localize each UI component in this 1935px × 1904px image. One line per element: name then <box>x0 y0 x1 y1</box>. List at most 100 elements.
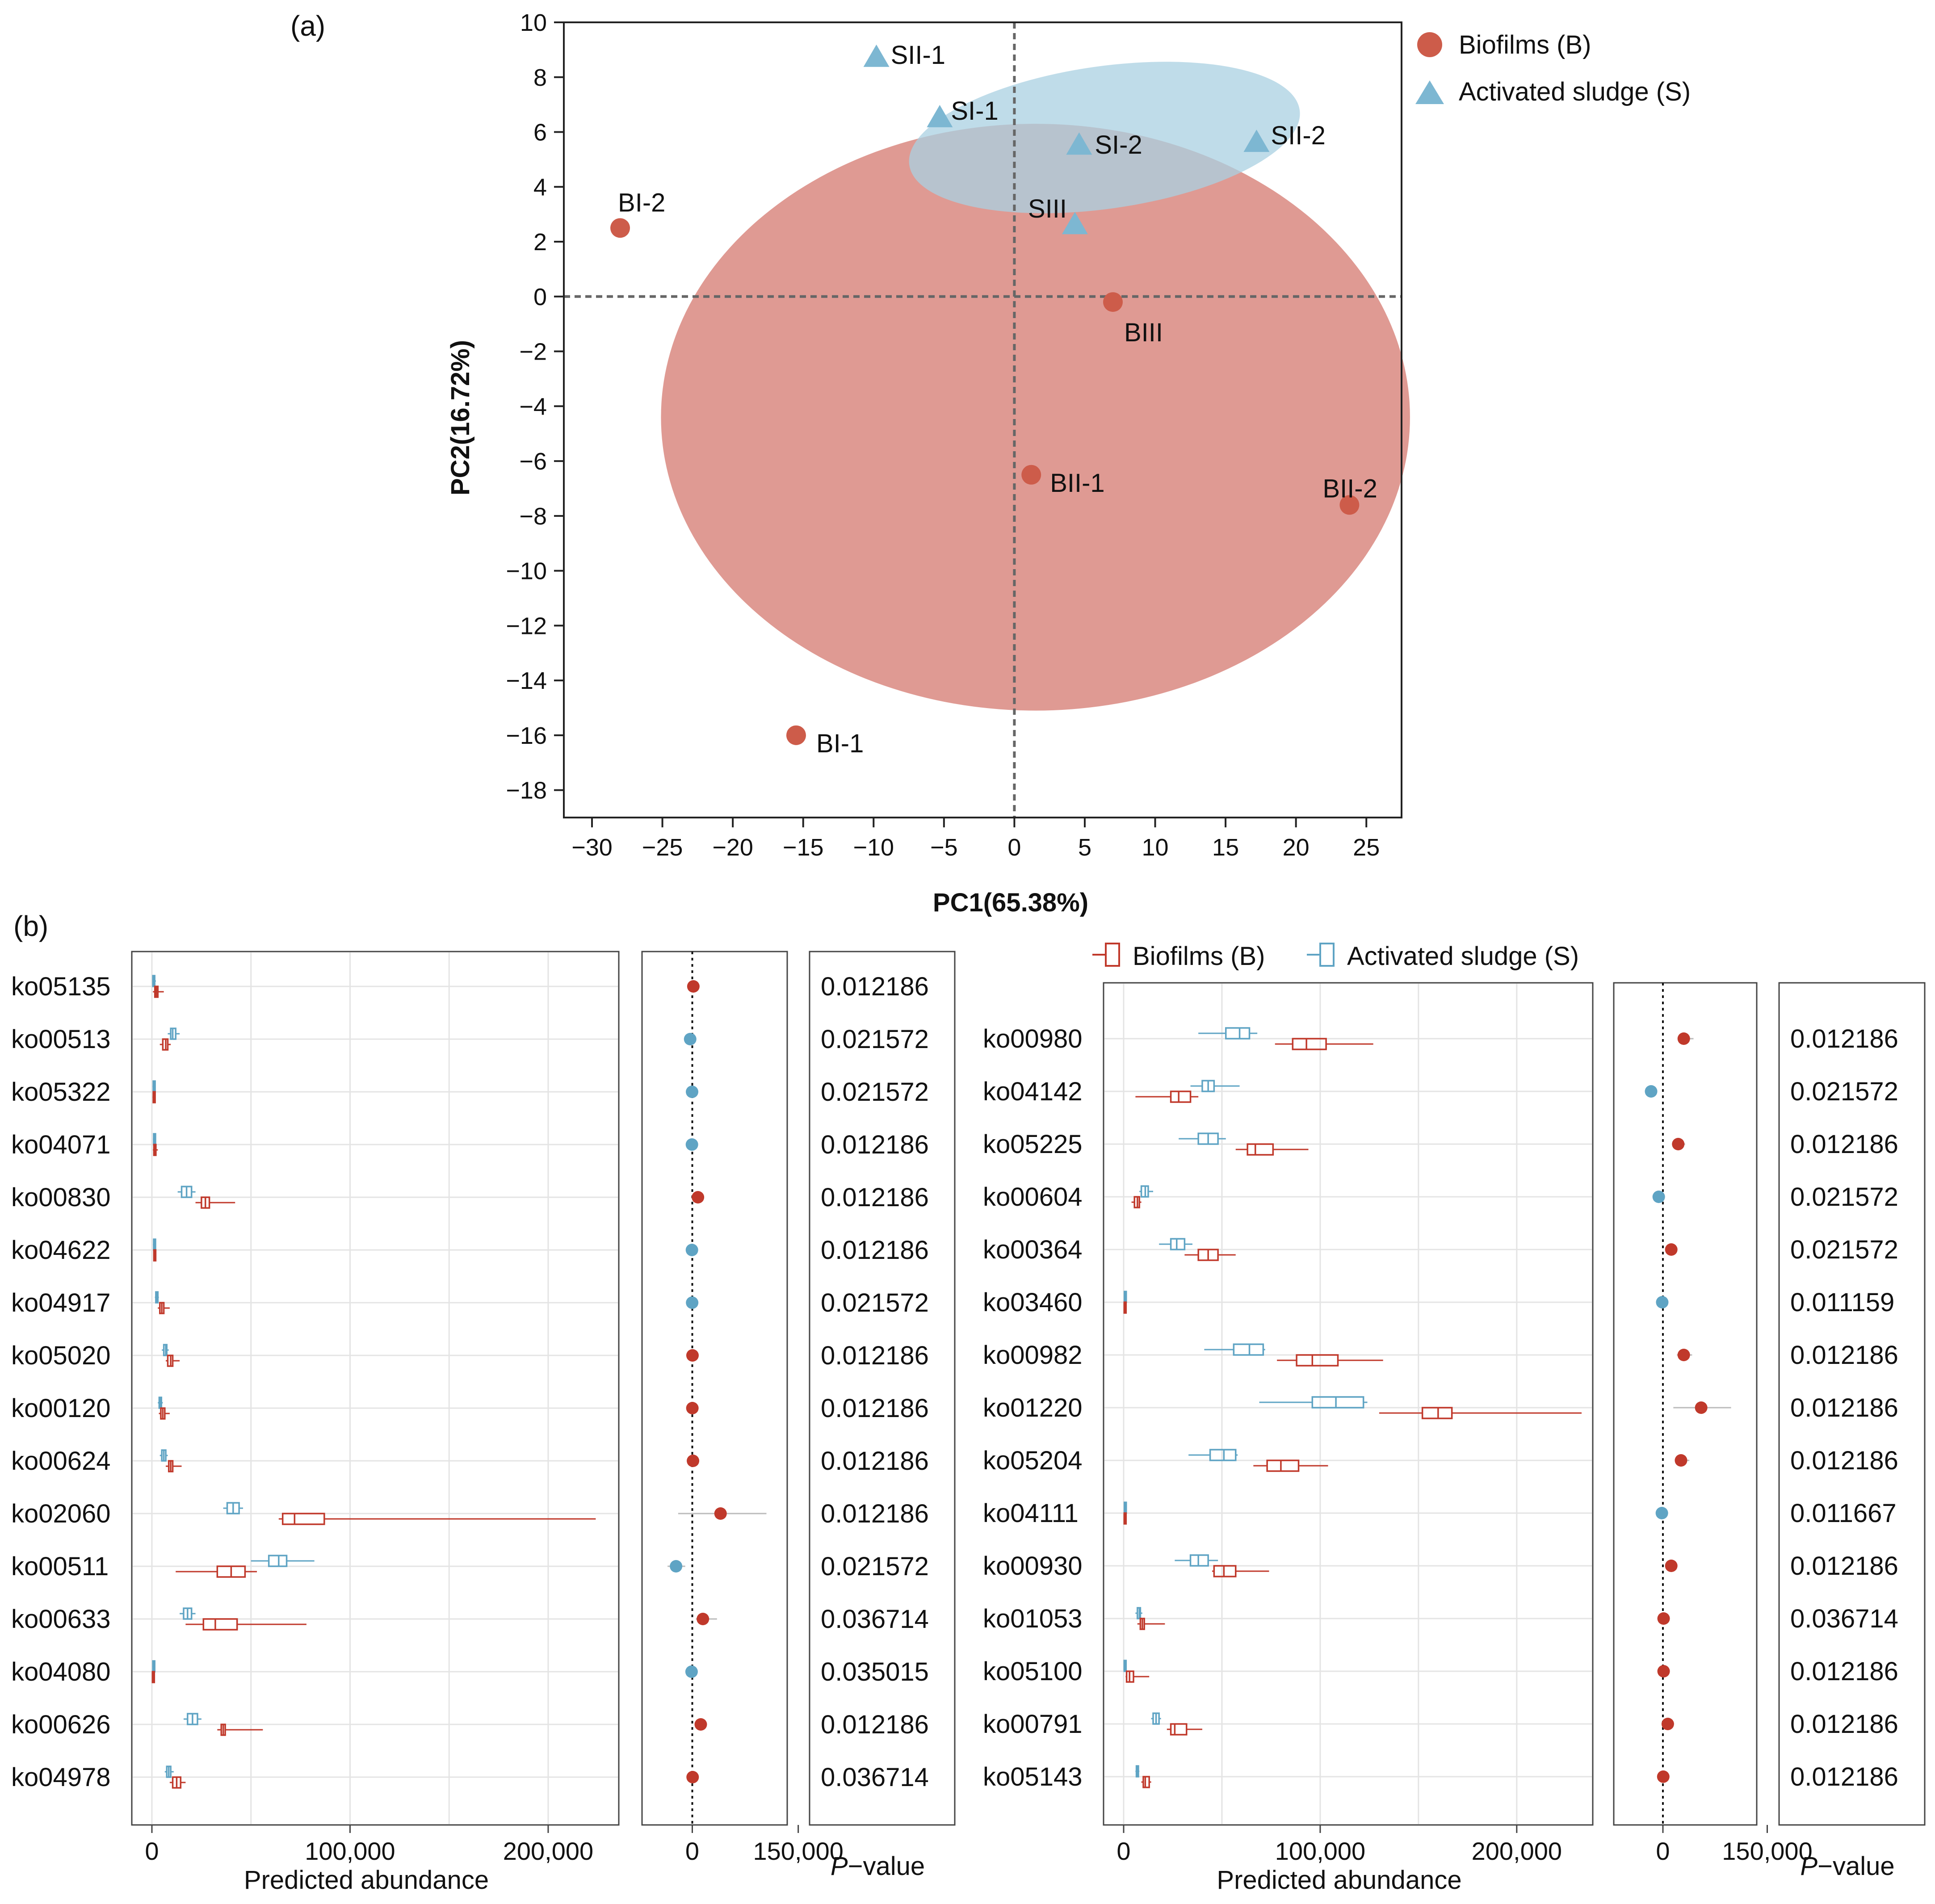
difference-tick-label: 0 <box>685 1837 699 1865</box>
legend-box-biofilms <box>1105 943 1120 967</box>
pvalue-label: 0.012186 <box>1790 1446 1898 1475</box>
difference-point <box>1657 1665 1670 1678</box>
pvalue-label: 0.012186 <box>1790 1552 1898 1581</box>
difference-point <box>697 1613 709 1625</box>
x-tick-label: 25 <box>1353 834 1380 861</box>
point-label: BI-2 <box>618 188 665 217</box>
ko-label: ko04917 <box>11 1288 111 1317</box>
biofilm-box <box>1213 1565 1237 1577</box>
difference-point <box>670 1560 683 1573</box>
difference-point <box>685 1665 698 1678</box>
legend-b: Biofilms (B) Activated sludge (S) <box>1092 942 1579 971</box>
legend-label-sludge: Activated sludge (S) <box>1347 942 1579 971</box>
sludge-box <box>1189 1554 1209 1567</box>
abundance-tick-label: 200,000 <box>503 1837 593 1865</box>
difference-point <box>714 1507 727 1520</box>
pvalue-label: 0.012186 <box>821 1341 929 1370</box>
point-layer: BI-1 BI-2 BII-1 BII-2 BIII SI-1 SI-2 SII-1 SII-2… <box>610 41 1377 758</box>
point-label: SII-2 <box>1271 121 1326 150</box>
difference-tick-label: 150,000 <box>753 1837 843 1865</box>
pvalue-label: 0.021572 <box>1790 1235 1898 1264</box>
y-tick-label: 8 <box>533 64 547 91</box>
pvalue-axis-label: P−value <box>1800 1852 1894 1881</box>
difference-point <box>694 1718 707 1731</box>
pvalue-frame <box>1778 982 1926 1826</box>
ellipse-layer <box>661 62 1410 711</box>
point-sii-2 <box>1243 130 1270 152</box>
point-label: SIII <box>1028 194 1067 223</box>
y-tick-label: 0 <box>533 284 547 310</box>
sludge-box <box>1225 1027 1251 1040</box>
abundance-axis-label: Predicted abundance <box>244 1866 489 1895</box>
difference-tick-label: 150,000 <box>1722 1837 1812 1865</box>
abundance-frame <box>1103 982 1594 1826</box>
x-tick-label: 20 <box>1283 834 1310 861</box>
point-si-2 <box>1066 132 1092 155</box>
difference-tick-label: 0 <box>1656 1837 1670 1865</box>
difference-point <box>1655 1507 1668 1519</box>
y-tick-label: −16 <box>506 722 547 749</box>
ko-label: ko01220 <box>983 1393 1083 1422</box>
abundance-axis-label: Predicted abundance <box>1217 1866 1461 1895</box>
y-tick-label: −18 <box>506 777 547 804</box>
legend-box-sludge <box>1319 943 1335 967</box>
difference-frame <box>641 951 788 1826</box>
y-axis-ticks: 10 8 6 4 2 0 −2 −4 −6 −8 −10 −12 −14 −16 −18 <box>506 9 564 804</box>
ko-label: ko00364 <box>983 1235 1083 1264</box>
ko-label: ko04071 <box>11 1130 111 1159</box>
ko-label: ko00513 <box>11 1025 111 1054</box>
difference-point <box>1657 1612 1670 1625</box>
difference-point <box>1665 1560 1678 1572</box>
biofilm-box <box>1170 1090 1192 1103</box>
pvalue-label: 0.012186 <box>1790 1762 1898 1791</box>
abundance-tick-label: 0 <box>1117 1837 1130 1865</box>
pvalue-label: 0.021572 <box>821 1078 929 1107</box>
x-tick-label: −20 <box>712 834 753 861</box>
pvalue-label: 0.011667 <box>1790 1499 1897 1528</box>
panel-b-label: (b) <box>13 910 48 942</box>
panel-a-label: (a) <box>290 10 325 42</box>
difference-point <box>687 1455 700 1467</box>
pvalue-label: 0.021572 <box>1790 1077 1898 1106</box>
difference-point <box>692 1191 705 1204</box>
difference-point <box>1695 1401 1708 1414</box>
pvalue-label: 0.012186 <box>1790 1024 1898 1053</box>
point-biii <box>1103 292 1123 312</box>
ko-label: ko02060 <box>11 1499 111 1528</box>
biofilm-box <box>1266 1459 1300 1472</box>
y-tick-label: −8 <box>519 503 547 530</box>
ko-label: ko04978 <box>11 1763 111 1792</box>
abundance-tick-label: 0 <box>145 1837 159 1865</box>
legend-a: Biofilms (B) Activated sludge (S) <box>1415 30 1691 106</box>
x-tick-label: 15 <box>1212 834 1239 861</box>
difference-point <box>1677 1032 1690 1045</box>
legend-label-biofilms: Biofilms (B) <box>1459 30 1591 59</box>
difference-point <box>1661 1718 1674 1730</box>
legend-triangle-marker <box>1415 80 1444 104</box>
ko-label: ko04622 <box>11 1236 111 1265</box>
pvalue-label: 0.021572 <box>1790 1183 1898 1212</box>
pvalue-label: 0.012186 <box>821 1447 929 1476</box>
ko-label: ko05143 <box>983 1762 1083 1791</box>
point-label: BIII <box>1124 318 1163 347</box>
ko-label: ko00624 <box>11 1447 111 1476</box>
point-bii-2 <box>1339 495 1360 515</box>
x-tick-label: −25 <box>642 834 683 861</box>
difference-point <box>686 1402 699 1414</box>
group-right: 0 100,000 200,000 Predicted abundance 0 150,0… <box>983 982 1926 1895</box>
sludge-ellipse <box>909 62 1300 214</box>
reference-lines <box>564 22 1402 818</box>
x-tick-label: 10 <box>1142 834 1168 861</box>
difference-point <box>687 980 700 993</box>
biofilm-box <box>1296 1354 1339 1367</box>
biofilm-ellipse <box>661 124 1410 711</box>
ko-label: ko00626 <box>11 1710 111 1739</box>
y-tick-label: −10 <box>506 558 547 585</box>
ko-label: ko05204 <box>983 1446 1083 1475</box>
ko-label: ko00830 <box>11 1183 111 1212</box>
ko-label: ko00791 <box>983 1710 1083 1739</box>
difference-point <box>1645 1085 1658 1098</box>
point-label: BII-1 <box>1050 469 1105 498</box>
difference-frame <box>1613 982 1758 1826</box>
